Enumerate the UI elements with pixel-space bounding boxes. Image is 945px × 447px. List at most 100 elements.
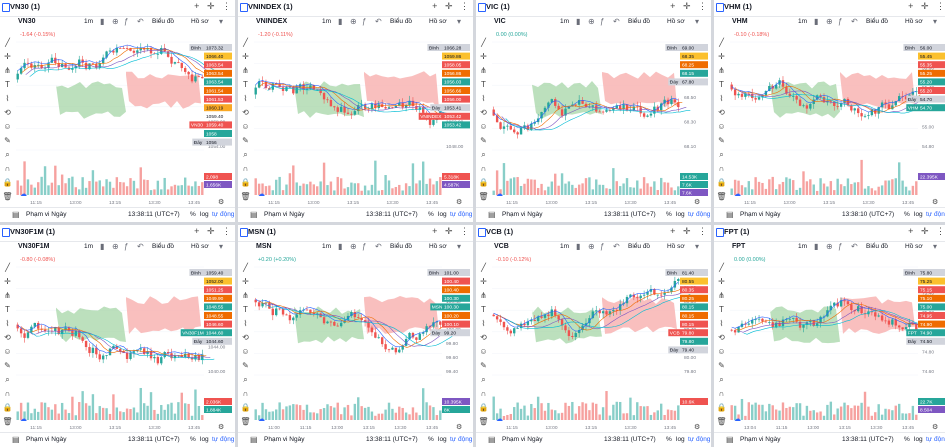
symbol-input[interactable]: VHM [732,18,748,25]
pitchfork-icon[interactable]: ⋔ [242,291,249,300]
pattern-icon[interactable]: ⌇ [243,319,248,328]
timeframe-button[interactable]: 1m [322,18,332,25]
magnet-icon[interactable]: ∩ [4,389,11,398]
candles-icon[interactable]: ▮ [576,242,581,251]
log-toggle[interactable]: log [676,211,685,218]
crosshair-icon[interactable]: ✛ [682,1,691,11]
template-button[interactable]: Hồ sơ [905,18,923,25]
crosshair-icon[interactable]: ✛ [718,52,725,61]
symbol-input[interactable]: VN30F1M [18,243,50,250]
plus-icon[interactable]: + [194,1,200,11]
lock-icon[interactable]: 🔒 [2,403,13,412]
more-icon[interactable]: ⋮ [222,226,231,236]
auto-toggle[interactable]: tự động [212,211,235,218]
auto-toggle[interactable]: tự động [926,211,945,218]
crosshair-icon[interactable]: ✛ [206,226,215,236]
auto-toggle[interactable]: tự động [450,436,473,443]
save-icon[interactable]: ▾ [695,17,700,26]
emoji-icon[interactable]: ☺ [241,122,250,131]
lock-icon[interactable]: 🔒 [240,178,251,187]
measure-icon[interactable]: ⟲ [242,108,249,117]
candles-icon[interactable]: ▮ [338,242,343,251]
indicators-button[interactable]: Biểu đồ [152,18,175,25]
chart-panel[interactable]: VCB (1) + ✛ ⋮ VCB 1m ▮ ⊕ ƒ ↶ Biểu đồ Hồ … [476,225,711,447]
indicators-button[interactable]: Biểu đồ [390,18,413,25]
trendline-icon[interactable]: ╱ [5,263,10,272]
lock-icon[interactable]: 🔒 [716,178,727,187]
price-chart[interactable]: 100.80100.60100.40100.20100.0099.8099.60… [254,255,473,433]
magnet-icon[interactable]: ∩ [718,164,725,173]
pitchfork-icon[interactable]: ⋔ [718,66,725,75]
range-button[interactable]: Phạm vi Ngày [502,211,543,218]
magnet-icon[interactable]: ∩ [480,389,487,398]
indicators-button[interactable]: Biểu đồ [866,243,889,250]
lock-icon[interactable]: 🔒 [478,403,489,412]
indicators-button[interactable]: Biểu đồ [866,18,889,25]
pitchfork-icon[interactable]: ⋔ [480,291,487,300]
compare-icon[interactable]: ⊕ [112,242,119,251]
calendar-icon[interactable]: ▤ [12,435,20,444]
candles-icon[interactable]: ▮ [100,17,105,26]
ruler-icon[interactable]: ✎ [242,136,249,145]
gear-icon[interactable]: ⚙ [218,423,224,431]
pitchfork-icon[interactable]: ⋔ [4,66,11,75]
crosshair-icon[interactable]: ✛ [682,226,691,236]
save-icon[interactable]: ▾ [219,17,224,26]
crosshair-icon[interactable]: ✛ [4,277,11,286]
price-chart[interactable]: 75.6075.4075.2075.0074.8074.60Đỉnh75.807… [730,255,945,433]
plus-icon[interactable]: + [908,226,914,236]
range-button[interactable]: Phạm vi Ngày [740,436,781,443]
timeframe-button[interactable]: 1m [322,243,332,250]
percent-toggle[interactable]: % [904,436,910,443]
emoji-icon[interactable]: ☺ [3,347,12,356]
symbol-input[interactable]: VNINDEX [256,18,288,25]
save-icon[interactable]: ▾ [457,242,462,251]
plus-icon[interactable]: + [194,226,200,236]
measure-icon[interactable]: ⟲ [4,333,11,342]
zoom-icon[interactable]: ⌕ [5,150,10,159]
candles-icon[interactable]: ▮ [576,17,581,26]
template-button[interactable]: Hồ sơ [429,243,447,250]
crosshair-icon[interactable]: ✛ [4,52,11,61]
zoom-icon[interactable]: ⌕ [719,150,724,159]
save-icon[interactable]: ▾ [933,242,938,251]
price-chart[interactable]: 1056.001052.001048.001044.001040.00Đỉnh1… [16,255,235,433]
compare-icon[interactable]: ⊕ [350,17,357,26]
trash-icon[interactable]: 🗑 [2,417,13,426]
auto-toggle[interactable]: tự động [688,436,711,443]
indicators-button[interactable]: Biểu đồ [390,243,413,250]
fx-icon[interactable]: ƒ [600,17,605,26]
zoom-icon[interactable]: ⌕ [5,375,10,384]
emoji-icon[interactable]: ☺ [479,122,488,131]
template-button[interactable]: Hồ sơ [191,243,209,250]
timeframe-button[interactable]: 1m [798,243,808,250]
emoji-icon[interactable]: ☺ [717,122,726,131]
ruler-icon[interactable]: ✎ [4,361,11,370]
lock-icon[interactable]: 🔒 [2,178,13,187]
log-toggle[interactable]: log [438,436,447,443]
template-button[interactable]: Hồ sơ [667,18,685,25]
plus-icon[interactable]: + [432,1,438,11]
save-icon[interactable]: ▾ [695,242,700,251]
trash-icon[interactable]: 🗑 [716,417,727,426]
crosshair-icon[interactable]: ✛ [444,1,453,11]
percent-toggle[interactable]: % [666,211,672,218]
measure-icon[interactable]: ⟲ [480,108,487,117]
trendline-icon[interactable]: ╱ [719,263,724,272]
compare-icon[interactable]: ⊕ [112,17,119,26]
chart-panel[interactable]: MSN (1) + ✛ ⋮ MSN 1m ▮ ⊕ ƒ ↶ Biểu đồ Hồ … [238,225,473,447]
magnet-icon[interactable]: ∩ [718,389,725,398]
timeframe-button[interactable]: 1m [84,18,94,25]
auto-toggle[interactable]: tự động [688,211,711,218]
price-chart[interactable]: 1070.001066.001062.001058.001054.00Đỉnh1… [16,30,235,208]
calendar-icon[interactable]: ▤ [726,210,734,219]
measure-icon[interactable]: ⟲ [4,108,11,117]
fx-icon[interactable]: ƒ [838,17,843,26]
emoji-icon[interactable]: ☺ [3,122,12,131]
trendline-icon[interactable]: ╱ [243,263,248,272]
magnet-icon[interactable]: ∩ [242,164,249,173]
trendline-icon[interactable]: ╱ [481,38,486,47]
fx-icon[interactable]: ƒ [362,17,367,26]
measure-icon[interactable]: ⟲ [242,333,249,342]
ruler-icon[interactable]: ✎ [480,361,487,370]
